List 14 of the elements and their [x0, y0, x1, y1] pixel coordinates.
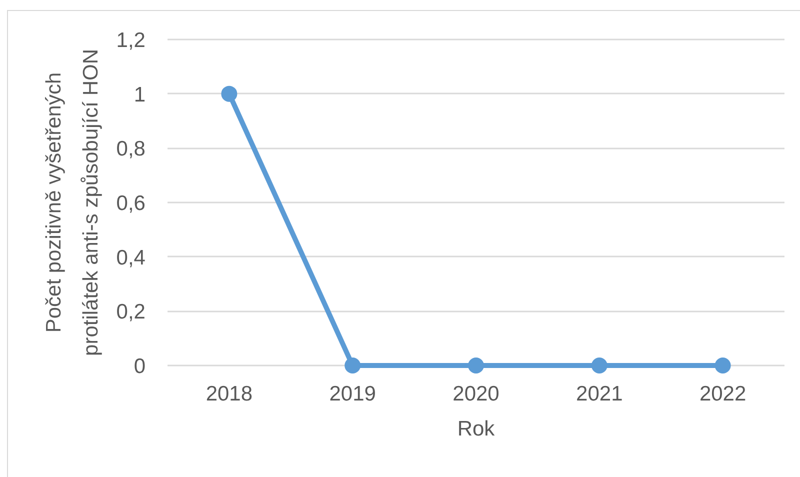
y-tick-label: 0,6 — [116, 192, 146, 215]
y-tick-label: 1,2 — [116, 29, 146, 52]
x-tick-label: 2020 — [452, 382, 500, 406]
y-axis-title: Počet pozitivně vyšetřených protilátek anti-s způsobující HON — [42, 49, 102, 356]
x-tick-label: 2018 — [206, 382, 253, 406]
y-tick-label: 0 — [134, 355, 146, 378]
y-tick-label: 0,2 — [116, 300, 146, 324]
y-tick-label: 1 — [134, 83, 146, 106]
y-tick-label: 0,4 — [116, 246, 146, 270]
x-tick-label: 2019 — [329, 382, 376, 406]
x-tick-label: 2021 — [576, 382, 623, 406]
x-axis-title: Rok — [457, 418, 496, 440]
x-tick-label: 2022 — [699, 382, 746, 406]
y-tick-label: 0,8 — [116, 138, 146, 161]
